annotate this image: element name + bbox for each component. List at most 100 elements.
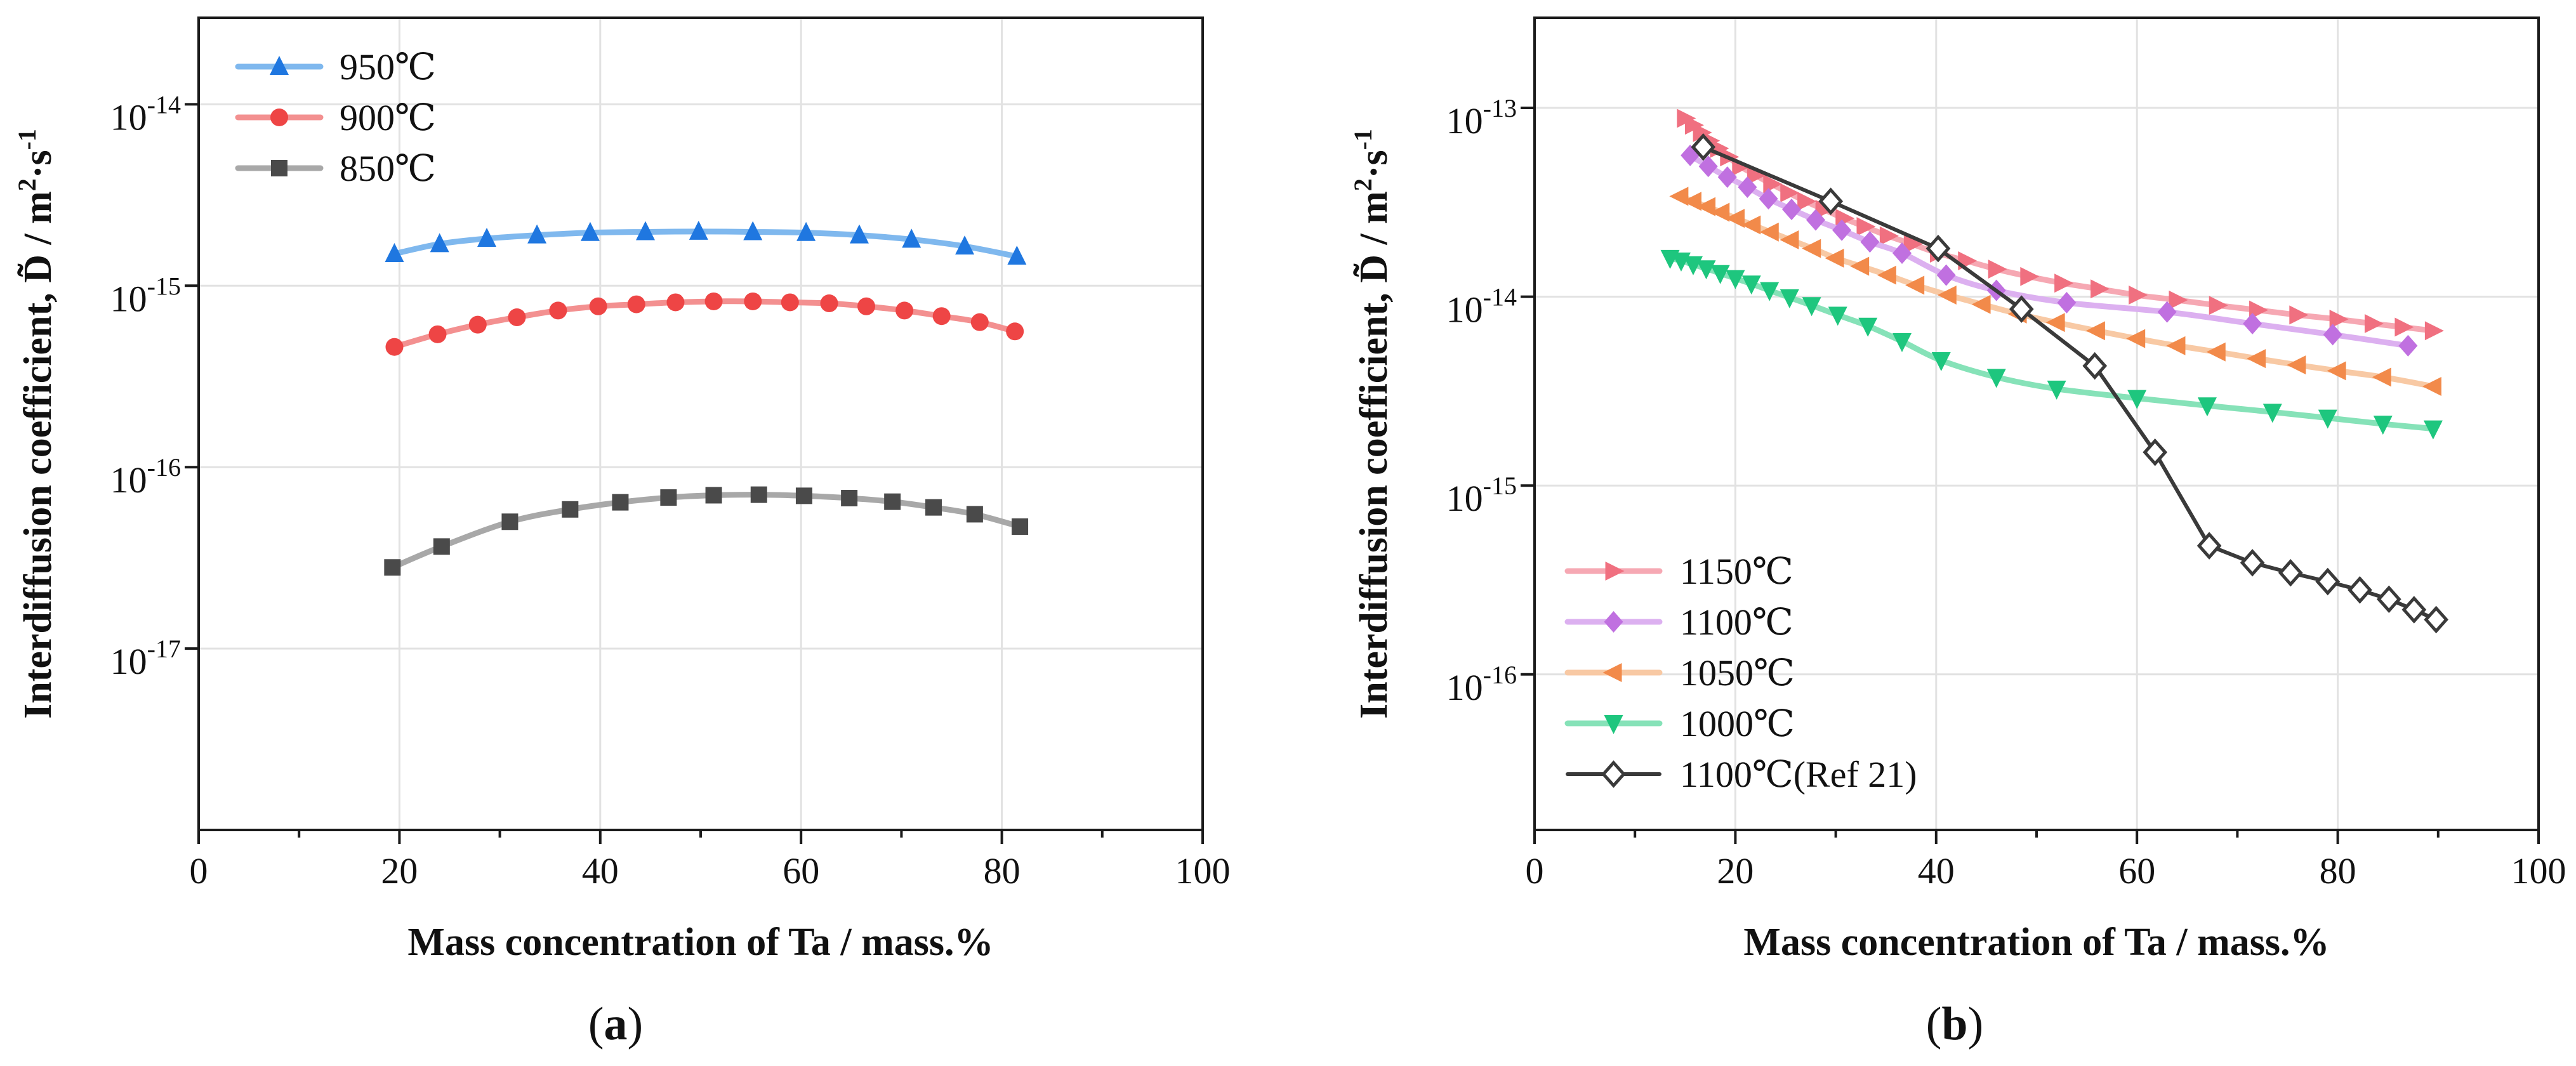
panel-b-data-point bbox=[1937, 286, 1957, 305]
panel-b-data-point bbox=[1986, 369, 2006, 388]
panel-a-caption: (a) bbox=[588, 998, 643, 1050]
panel-a-data-point bbox=[549, 301, 567, 320]
panel-a-data-point bbox=[612, 494, 629, 511]
panel-a-data-point bbox=[635, 221, 655, 240]
panel-b-data-point bbox=[1759, 222, 1779, 242]
panel-b-data-point bbox=[1860, 231, 1880, 253]
panel-b-data-point bbox=[1780, 183, 1800, 202]
panel-b-data-point bbox=[1691, 133, 1716, 161]
panel-b-data-point bbox=[1710, 202, 1730, 222]
panel-b-x-tick-label: 60 bbox=[2118, 850, 2155, 892]
panel-b-data-point bbox=[1958, 251, 1978, 270]
panel-b-y-tick-label: 10-14 bbox=[1446, 283, 1517, 331]
panel-a-data-point bbox=[430, 233, 449, 253]
panel-b-data-point bbox=[1905, 275, 1925, 295]
panel-b-data-point bbox=[2398, 334, 2418, 357]
panel-a-data-point bbox=[433, 538, 450, 555]
panel-b-data-point bbox=[1738, 176, 1757, 199]
panel-b-data-point bbox=[2057, 291, 2077, 313]
panel-a-legend-label: 950℃ bbox=[340, 46, 436, 88]
panel-b-data-point bbox=[2047, 380, 2066, 400]
panel-a-y-tick-label: 10-16 bbox=[110, 453, 181, 501]
panel-b-x-tick-label: 40 bbox=[1918, 850, 1955, 892]
panel-b-data-point bbox=[1696, 260, 1716, 280]
panel-b-series-5 bbox=[1691, 133, 2448, 634]
panel-a-data-point bbox=[705, 487, 722, 504]
panel-a-legend-marker bbox=[271, 160, 287, 176]
panel-a-data-point bbox=[902, 228, 921, 248]
panel-b-data-point bbox=[1856, 217, 1876, 237]
panel-a-series-1 bbox=[385, 220, 1027, 265]
panel-a-data-point bbox=[895, 301, 914, 320]
panel-b-series bbox=[1660, 109, 2448, 634]
panel-b-legend-label: 1150℃ bbox=[1680, 551, 1793, 592]
panel-b-data-point bbox=[1850, 256, 1870, 276]
panel-a-legend-marker bbox=[270, 109, 288, 126]
panel-b-data-point bbox=[1877, 265, 1896, 285]
panel-b-data-point bbox=[2157, 301, 2177, 323]
panel-b-data-point bbox=[2126, 329, 2146, 348]
panel-b-data-point bbox=[2129, 286, 2148, 305]
panel-b-x-tick-labels: 0 20 40 60 80 100 bbox=[1526, 850, 2566, 892]
panel-b-data-point bbox=[2127, 390, 2147, 409]
panel-b-data-point bbox=[1726, 270, 1745, 289]
panel-b-series-2 bbox=[1681, 144, 2418, 357]
panel-b-legend-label: 1100℃(Ref 21) bbox=[1680, 754, 1917, 795]
panel-b-data-point bbox=[2424, 321, 2444, 341]
panel-b-data-point bbox=[1988, 260, 2007, 279]
panel-a-y-tick-labels: 10-17 10-16 10-15 10-14 bbox=[110, 90, 181, 682]
panel-a-data-point bbox=[508, 308, 526, 327]
panel-b-data-point bbox=[1682, 192, 1701, 211]
panel-b-data-point bbox=[1815, 199, 1835, 219]
panel-b-data-point bbox=[1669, 187, 1689, 206]
panel-b-data-point bbox=[2206, 342, 2226, 362]
panel-b-data-point bbox=[2209, 296, 2228, 315]
panel-b-data-point bbox=[1710, 265, 1730, 284]
panel-b-legend-label: 1000℃ bbox=[1680, 703, 1795, 744]
panel-b-data-point bbox=[2348, 576, 2372, 604]
panel-a-series-2 bbox=[385, 292, 1024, 356]
panel-a-y-tick-label: 10-14 bbox=[110, 90, 181, 138]
panel-a-data-point bbox=[932, 307, 951, 326]
panel-a-y-tick-label: 10-15 bbox=[110, 272, 181, 319]
panel-b-data-point bbox=[2394, 317, 2414, 337]
panel-b-data-point bbox=[2373, 416, 2393, 435]
panel-b-data-point bbox=[1828, 306, 1847, 326]
panel-b-data-point bbox=[1741, 215, 1761, 235]
panel-b-data-point bbox=[2424, 605, 2448, 634]
panel-a-data-point bbox=[704, 292, 723, 310]
panel-b-y-tick-label: 10-13 bbox=[1446, 94, 1517, 141]
panel-a-x-tick-label: 20 bbox=[381, 850, 418, 892]
panel-a-data-point bbox=[781, 293, 799, 312]
panel-b-data-point bbox=[1971, 294, 1991, 314]
panel-b-data-point bbox=[1892, 242, 1912, 265]
panel-b-data-point bbox=[2372, 367, 2391, 387]
panel-b-data-point bbox=[2287, 355, 2306, 375]
panel-a-data-point bbox=[580, 221, 600, 241]
panel-b-data-point bbox=[2422, 376, 2441, 396]
panel-a-data-point bbox=[925, 499, 942, 516]
panel-b-data-point bbox=[1780, 230, 1799, 250]
panel-b-data-point bbox=[2423, 420, 2443, 440]
panel-b-data-point bbox=[2289, 305, 2309, 325]
panel-b-data-point bbox=[1818, 187, 1844, 216]
panel-b-legend-marker bbox=[1604, 715, 1623, 734]
panel-b-data-point bbox=[1806, 209, 1825, 231]
panel-a-x-tick-labels: 0 20 40 60 80 100 bbox=[190, 850, 1231, 892]
panel-a-legend-marker bbox=[270, 56, 289, 75]
panel-a-data-point bbox=[384, 559, 401, 576]
panel-b-data-point bbox=[2196, 532, 2222, 560]
panel-b-caption: (b) bbox=[1926, 998, 1983, 1050]
panel-b-data-point bbox=[2169, 290, 2188, 310]
panel-a-data-point bbox=[689, 220, 708, 240]
panel-b-y-tick-label: 10-15 bbox=[1446, 471, 1517, 519]
panel-b-data-point bbox=[1696, 197, 1716, 216]
panel-b-data-point bbox=[2323, 324, 2342, 346]
panel-a-data-point bbox=[477, 227, 497, 247]
panel-b-data-point bbox=[2085, 321, 2105, 341]
panel-a-ticks bbox=[185, 103, 1204, 844]
panel-a-data-point bbox=[841, 490, 858, 507]
panel-a-data-point bbox=[750, 486, 767, 503]
panel-b-x-tick-label: 100 bbox=[2511, 850, 2566, 892]
panel-a-series-3 bbox=[384, 486, 1029, 576]
